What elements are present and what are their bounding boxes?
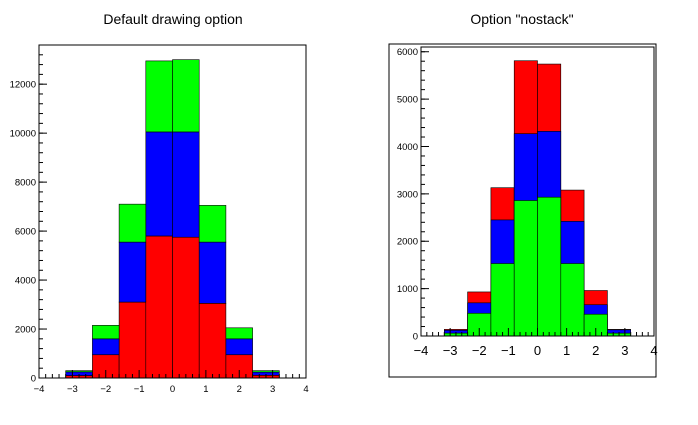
x-tick-label: −1 [501, 343, 516, 358]
bar-green-2 [118, 203, 147, 243]
x-tick-label: 1 [563, 343, 570, 358]
bar-blue-3 [145, 131, 173, 237]
x-tick-label: 1 [203, 384, 208, 395]
bar-blue-1 [92, 338, 120, 356]
bar-blue-4 [172, 131, 200, 238]
bar-red-2 [118, 301, 147, 379]
nostack-bars-group [443, 60, 632, 337]
x-tick-label: 2 [237, 384, 242, 395]
bar-green-3 [145, 60, 173, 133]
axis-ticks-nostack: −4 −3 −2 −1 0 1 2 3 4 0 1000 2000 3000 4000 5000 6000 [397, 47, 658, 358]
y-tick-label: 0 [413, 332, 418, 343]
y-tick-label: 6000 [15, 227, 36, 238]
x-tick-label: 3 [621, 343, 628, 358]
pad-default-drawing: Default drawing option −4 −3 −2 −1 0 1 2 3 4 0 200… [10, 11, 309, 395]
bar-green-2 [490, 263, 515, 337]
x-tick-label: 2 [592, 343, 599, 358]
bar-green-5 [198, 205, 227, 243]
x-tick-label: 4 [303, 384, 308, 395]
x-tick-label: −2 [100, 384, 111, 395]
x-tick-label: 0 [534, 343, 541, 358]
bar-green-0 [65, 370, 93, 373]
y-tick-label: 3000 [397, 189, 418, 200]
bar-green-4 [537, 196, 562, 337]
x-tick-label: −3 [67, 384, 78, 395]
bar-red-5 [198, 303, 227, 379]
y-tick-label: 2000 [397, 237, 418, 248]
y-tick-label: 1000 [397, 284, 418, 295]
bar-green-3 [513, 200, 538, 337]
y-tick-label: 5000 [397, 95, 418, 106]
y-tick-label: 10000 [10, 129, 36, 140]
x-tick-label: 0 [170, 384, 175, 395]
axis-ticks-default: −4 −3 −2 −1 0 1 2 3 4 0 2000 4000 6000 8000 10000 12000 [10, 44, 309, 395]
bar-green-1 [92, 325, 120, 340]
y-tick-label: 0 [31, 374, 36, 385]
x-tick-label: −2 [472, 343, 487, 358]
bar-green-6 [225, 327, 253, 340]
pad-nostack: Option "nostack" −4 −3 −2 −1 0 1 2 3 4 0 1000 2000 3… [388, 11, 658, 378]
y-tick-label: 12000 [10, 80, 36, 91]
bar-green-4 [172, 59, 200, 133]
chart-title-nostack: Option "nostack" [470, 11, 573, 27]
x-tick-label: −1 [134, 384, 145, 395]
y-tick-label: 2000 [15, 325, 36, 336]
x-tick-label: 4 [650, 343, 657, 358]
bar-blue-6 [225, 338, 253, 356]
pad-frame-nostack [388, 43, 657, 378]
stacked-bars-group [65, 59, 280, 379]
x-tick-label: 3 [270, 384, 275, 395]
bar-blue-2 [118, 241, 147, 303]
x-tick-label: −3 [443, 343, 458, 358]
bar-blue-5 [198, 241, 227, 304]
y-tick-label: 8000 [15, 178, 36, 189]
y-tick-label: 4000 [397, 142, 418, 153]
x-tick-label: −4 [414, 343, 429, 358]
bar-red-4 [172, 236, 200, 379]
bar-red-3 [145, 235, 173, 379]
y-tick-label: 6000 [397, 47, 418, 58]
y-tick-label: 4000 [15, 276, 36, 287]
chart-title-default: Default drawing option [103, 11, 242, 27]
bar-green-7 [252, 370, 280, 373]
bar-green-5 [560, 263, 585, 337]
x-tick-label: −4 [34, 384, 45, 395]
